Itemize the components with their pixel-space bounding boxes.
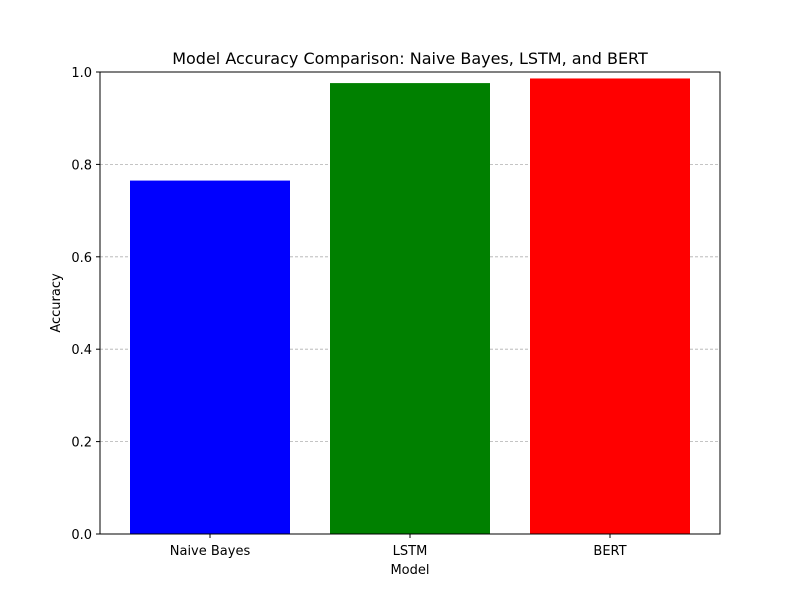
bar-lstm xyxy=(330,83,490,534)
chart-title: Model Accuracy Comparison: Naive Bayes, … xyxy=(172,49,648,68)
x-axis-ticks: Naive Bayes LSTM BERT xyxy=(170,534,627,559)
bars xyxy=(130,78,690,534)
y-axis-ticks: 0.0 0.2 0.4 0.6 0.8 1.0 xyxy=(71,66,100,543)
x-tick-label: LSTM xyxy=(393,544,428,559)
x-tick-label: BERT xyxy=(593,544,626,559)
y-tick-label: 1.0 xyxy=(71,66,92,81)
bar-naive-bayes xyxy=(130,180,290,534)
y-tick-label: 0.0 xyxy=(71,528,92,543)
y-tick-label: 0.4 xyxy=(71,343,92,358)
y-tick-label: 0.6 xyxy=(71,251,92,266)
y-axis-label: Accuracy xyxy=(49,273,64,333)
x-axis-label: Model xyxy=(390,563,429,578)
y-tick-label: 0.2 xyxy=(71,436,92,451)
x-tick-label: Naive Bayes xyxy=(170,544,251,559)
bar-bert xyxy=(530,78,690,534)
y-tick-label: 0.8 xyxy=(71,158,92,173)
